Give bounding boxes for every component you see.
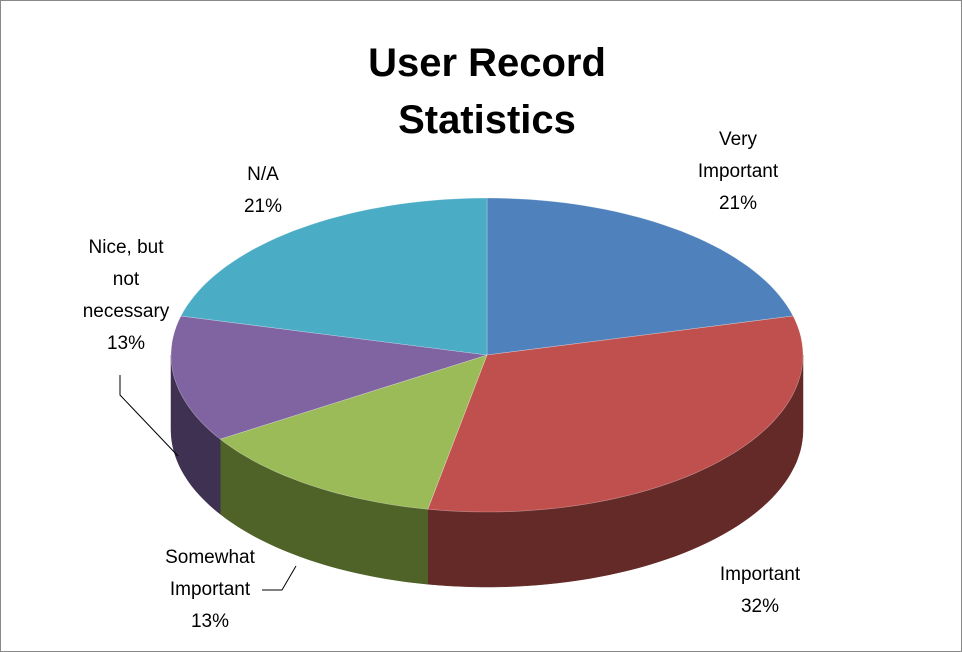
leader-line xyxy=(262,565,297,591)
data-label: Somewhat Important 13% xyxy=(150,542,270,638)
label-value: 13% xyxy=(190,611,230,632)
leader-line xyxy=(119,375,179,457)
pie-slice xyxy=(486,197,794,356)
pie-slice xyxy=(427,315,804,513)
data-label: Very Important 21% xyxy=(678,124,798,220)
data-label: N/A 21% xyxy=(223,159,303,223)
label-value: 13% xyxy=(106,333,146,354)
data-label: Nice, but not necessary 13% xyxy=(80,232,172,360)
label-value: 32% xyxy=(740,596,780,617)
label-value: 21% xyxy=(718,193,758,214)
pie-slice xyxy=(170,315,488,440)
label-value: 21% xyxy=(243,196,283,217)
chart-title: User Record Statistics xyxy=(368,41,606,142)
pie-slice xyxy=(219,354,488,510)
label-category: Nice, but not necessary xyxy=(82,237,170,322)
pie-slice xyxy=(180,197,488,356)
label-category: N/A xyxy=(247,164,279,185)
label-category: Important xyxy=(719,564,801,585)
label-category: Somewhat Important xyxy=(165,547,255,600)
label-category: Very Important xyxy=(697,129,779,182)
pie-slice-side xyxy=(170,354,221,515)
data-label: Important 32% xyxy=(700,559,820,623)
